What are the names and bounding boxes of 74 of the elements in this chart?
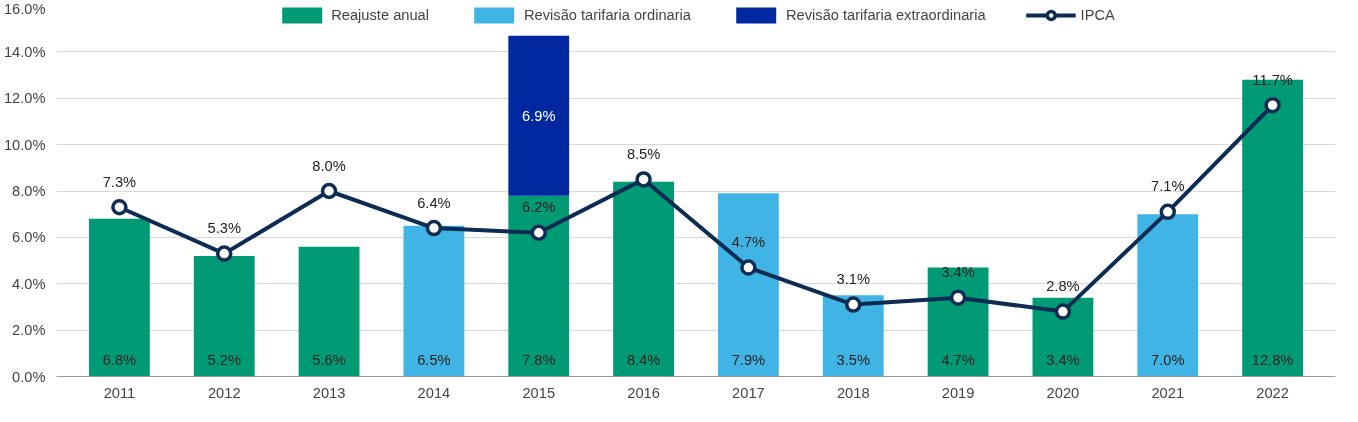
- x-tick-label: 2022: [1256, 384, 1289, 401]
- point: [1054, 303, 1072, 320]
- bar: [403, 225, 465, 377]
- data-label: 5.3%: [207, 220, 241, 237]
- data-label: 3.5%: [836, 352, 870, 369]
- data-label: 4.7%: [941, 352, 975, 369]
- legend-label: Revisão tarifaria ordinaria: [523, 7, 691, 23]
- x-tick-label: 2019: [941, 384, 975, 401]
- x-tick-label: 2012: [207, 384, 241, 401]
- data-label: 7.1%: [1151, 178, 1185, 195]
- y-tick-label: 8.0%: [12, 183, 46, 199]
- data-label: 6.5%: [417, 352, 451, 369]
- bar: [89, 218, 150, 377]
- x-tick-label: 2017: [732, 384, 765, 401]
- point: [845, 296, 862, 313]
- y-tick-label: 0.0%: [12, 368, 46, 385]
- point: [949, 289, 967, 306]
- point: [530, 224, 547, 241]
- data-label: 7.8%: [522, 352, 556, 369]
- data-label: 3.1%: [836, 271, 870, 288]
- y-tick-label: 10.0%: [3, 136, 46, 153]
- x-tick-label: 2016: [627, 384, 660, 401]
- data-label: 4.7%: [731, 234, 766, 251]
- bar: [718, 193, 779, 377]
- x-tick-label: 2018: [836, 384, 870, 401]
- data-label: 6.8%: [102, 352, 137, 369]
- data-label: 8.4%: [626, 352, 661, 369]
- point: [215, 245, 233, 262]
- y-tick-label: 16.0%: [3, 0, 46, 17]
- x-tick-label: 2021: [1151, 384, 1185, 401]
- x-tick-label: 2014: [417, 384, 451, 401]
- x-tick-label: 2015: [522, 384, 556, 401]
- data-label: 12.8%: [1251, 352, 1294, 369]
- point: [111, 198, 128, 216]
- bar: [508, 195, 570, 377]
- point: [425, 219, 443, 237]
- data-label: 7.9%: [731, 352, 766, 369]
- y-tick-label: 2.0%: [12, 322, 46, 339]
- point: [635, 171, 652, 188]
- x-tick-label: 2020: [1046, 384, 1080, 401]
- data-label: 5.2%: [207, 352, 241, 369]
- data-label: 6.9%: [522, 107, 556, 124]
- data-label: 3.4%: [941, 264, 975, 281]
- legend-label: Reajuste anual: [331, 7, 429, 23]
- data-label: 2.8%: [1046, 278, 1080, 295]
- y-tick-label: 4.0%: [12, 275, 46, 292]
- data-label: 8.0%: [312, 157, 346, 174]
- data-label: 11.7%: [1252, 71, 1293, 88]
- point: [320, 182, 338, 200]
- y-tick-label: 6.0%: [12, 229, 46, 246]
- legend-label: Revisão tarifaria extraordinaria: [785, 7, 986, 23]
- data-label: 7.0%: [1151, 352, 1185, 369]
- bar: [1032, 297, 1094, 377]
- bar: [613, 181, 674, 377]
- data-label: 6.4%: [417, 194, 451, 211]
- y-tick-label: 12.0%: [3, 90, 46, 107]
- x-tick-label: 2011: [103, 384, 136, 401]
- point: [1159, 203, 1177, 221]
- data-label: 5.6%: [312, 352, 346, 369]
- y-tick-label: 14.0%: [3, 43, 46, 60]
- bar: [1137, 214, 1199, 377]
- bar: [508, 35, 570, 196]
- data-label: 8.5%: [626, 146, 661, 163]
- bar: [298, 246, 360, 377]
- bar: [927, 267, 989, 377]
- data-label: 6.2%: [522, 199, 556, 216]
- legend-label: IPCA: [1080, 7, 1115, 23]
- point: [740, 259, 757, 276]
- bar: [193, 255, 255, 377]
- bar: [822, 295, 884, 377]
- data-label: 7.3%: [102, 173, 137, 190]
- data-label: 3.4%: [1046, 352, 1080, 369]
- x-tick-label: 2013: [312, 384, 346, 401]
- point: [1264, 96, 1281, 114]
